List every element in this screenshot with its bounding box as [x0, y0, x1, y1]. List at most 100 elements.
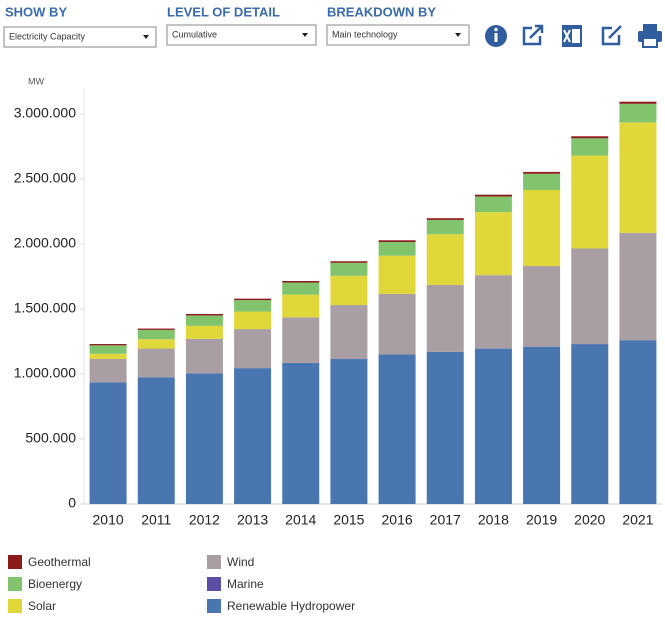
- bar-segment: [330, 359, 368, 504]
- bar-segment: [571, 155, 609, 249]
- bar-segment: [330, 305, 368, 359]
- bar-segment: [282, 294, 320, 318]
- bar-segment: [619, 340, 657, 504]
- y-tick-label: 2.500.000: [14, 170, 76, 186]
- legend-label: Solar: [28, 599, 56, 613]
- x-tick-label: 2010: [93, 512, 124, 528]
- bar-segment: [619, 101, 657, 104]
- legend-swatch: [207, 577, 221, 591]
- bar-segment: [282, 280, 320, 283]
- controls: SHOW BY Electricity Capacity LEVEL OF DE…: [3, 4, 662, 48]
- legend-swatch: [207, 555, 221, 569]
- legend-swatch: [8, 555, 22, 569]
- legend-label: Wind: [227, 555, 254, 569]
- bar-segment: [523, 171, 561, 174]
- y-tick-label: 1.500.000: [14, 300, 76, 316]
- bar-segment: [426, 234, 464, 285]
- bar-segment: [282, 317, 320, 363]
- bar-segment: [523, 173, 561, 190]
- bar-segment: [185, 325, 223, 339]
- bar-segment: [185, 338, 223, 374]
- bar-segment: [571, 248, 609, 345]
- control-label: BREAKDOWN BY: [327, 4, 436, 19]
- bar-segment: [330, 262, 368, 276]
- bar-segment: [426, 284, 464, 352]
- bar-segment: [137, 339, 175, 349]
- bar-segment: [185, 314, 223, 316]
- bar-segment: [426, 218, 464, 220]
- y-tick-label: 2.000.000: [14, 235, 76, 251]
- bar-segment: [282, 282, 320, 295]
- bar-segment: [474, 194, 512, 197]
- bar-segment: [378, 255, 416, 294]
- dropdown-arrow: [143, 35, 149, 39]
- info-icon[interactable]: [485, 25, 507, 47]
- x-tick-label: 2011: [141, 512, 171, 528]
- bar-segment: [89, 345, 127, 354]
- bar-segment: [378, 354, 416, 504]
- bar-segment: [474, 196, 512, 213]
- bar-segment: [89, 344, 127, 346]
- excel-icon[interactable]: [562, 25, 582, 47]
- bar-segment: [474, 348, 512, 504]
- x-tick-label: 2012: [189, 512, 220, 528]
- bar-segment: [137, 348, 175, 378]
- bar-segment: [330, 261, 368, 263]
- print-icon[interactable]: [638, 24, 662, 48]
- bar-segment: [474, 275, 512, 349]
- select-value: Cumulative: [172, 29, 217, 39]
- select-value: Main technology: [332, 29, 398, 39]
- x-tick-label: 2021: [622, 512, 653, 528]
- bar-segment: [185, 373, 223, 504]
- legend-label: Bioenergy: [28, 577, 82, 591]
- select[interactable]: [166, 24, 317, 46]
- x-tick-label: 2018: [478, 512, 509, 528]
- bar-segment: [619, 103, 657, 123]
- select[interactable]: [326, 24, 470, 46]
- bar-segment: [137, 328, 175, 330]
- bar-segment: [234, 368, 272, 504]
- y-tick-label: 0: [68, 495, 76, 511]
- bar-segment: [185, 315, 223, 326]
- bar-segment: [137, 329, 175, 340]
- legend-swatch: [8, 599, 22, 613]
- y-tick-label: 500.000: [25, 430, 76, 446]
- control-label: SHOW BY: [5, 4, 67, 19]
- bar-segment: [89, 382, 127, 504]
- dropdown-arrow: [455, 33, 461, 37]
- bar-segment: [378, 241, 416, 256]
- bar-segment: [571, 136, 609, 139]
- open-external-icon[interactable]: [522, 24, 544, 46]
- bar-segment: [426, 351, 464, 504]
- bar-segment: [474, 212, 512, 276]
- control-label: LEVEL OF DETAIL: [167, 4, 280, 19]
- bar-segment: [426, 219, 464, 235]
- bar-segment: [619, 122, 657, 233]
- select[interactable]: [3, 26, 157, 48]
- bar-segment: [234, 300, 272, 312]
- bar-segment: [619, 232, 657, 341]
- select-value: Electricity Capacity: [9, 31, 86, 41]
- bar-segment: [89, 353, 127, 359]
- bar-segment: [234, 311, 272, 330]
- x-tick-label: 2019: [526, 512, 557, 528]
- x-tick-label: 2013: [237, 512, 268, 528]
- bar-segment: [330, 275, 368, 306]
- legend-label: Renewable Hydropower: [227, 599, 355, 613]
- bar-segment: [137, 377, 175, 504]
- bar-segment: [378, 293, 416, 355]
- bar-segment: [234, 298, 272, 301]
- legend-swatch: [207, 599, 221, 613]
- bar-segment: [89, 358, 127, 383]
- x-tick-label: 2014: [285, 512, 316, 528]
- bar-segment: [234, 329, 272, 369]
- bar-segment: [571, 344, 609, 504]
- x-tick-label: 2015: [333, 512, 364, 528]
- legend-swatch: [8, 577, 22, 591]
- y-tick-label: 1.000.000: [14, 365, 76, 381]
- bar-segment: [523, 189, 561, 267]
- x-tick-label: 2016: [382, 512, 413, 528]
- edit-icon[interactable]: [601, 25, 622, 46]
- dropdown-arrow: [302, 33, 308, 37]
